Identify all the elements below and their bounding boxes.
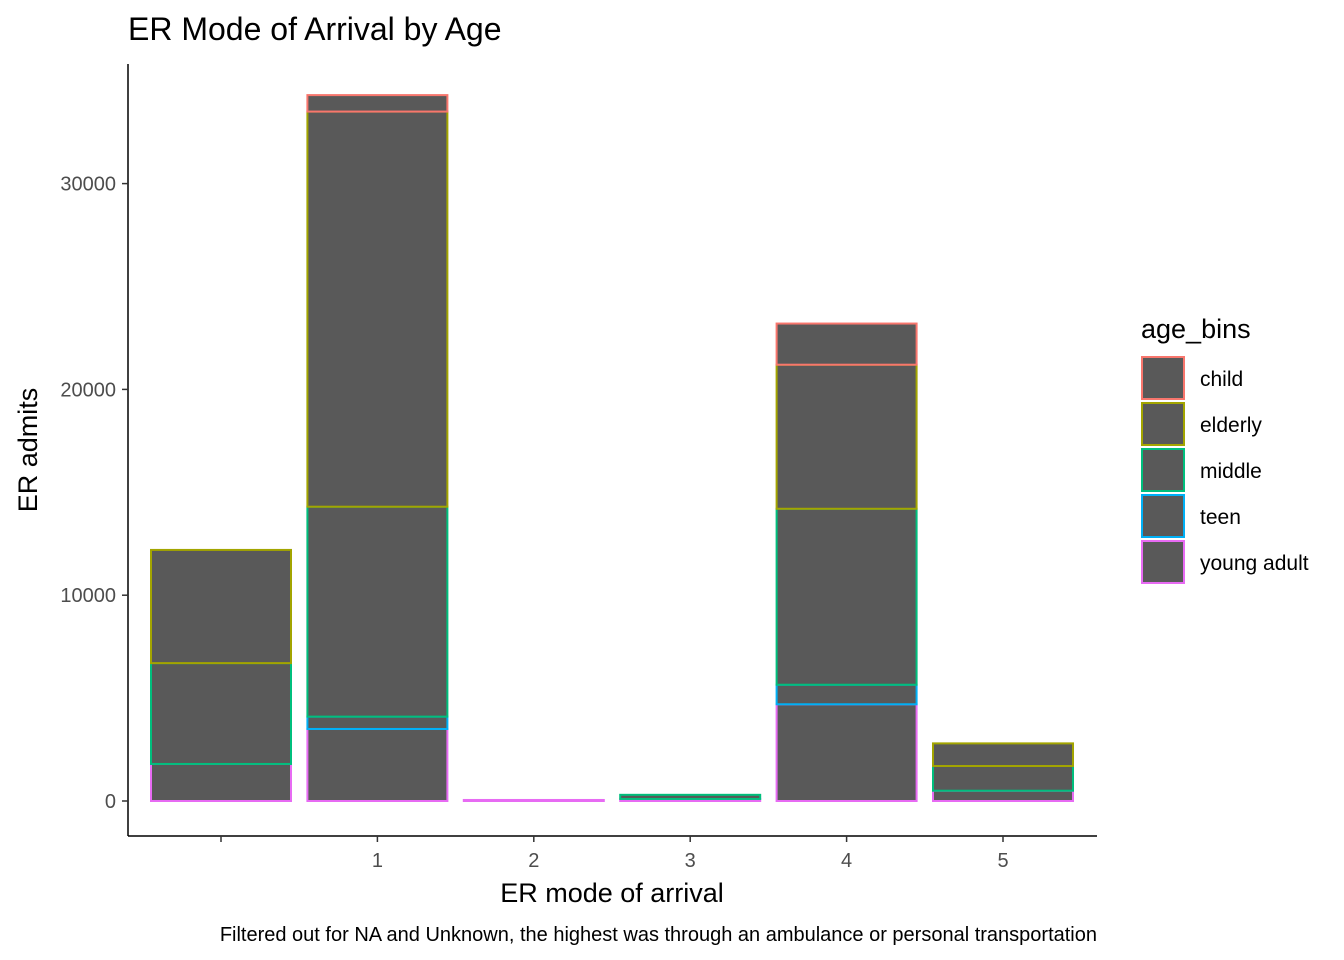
legend-label: teen	[1200, 506, 1241, 529]
bar-segment	[150, 662, 292, 765]
x-tick-label: 2	[528, 850, 539, 872]
bar-segment	[306, 505, 449, 718]
chart-caption: Filtered out for NA and Unknown, the hig…	[220, 924, 1097, 946]
bar-segment	[306, 715, 449, 730]
legend-items: child elderly middle teen young adult	[1141, 356, 1309, 584]
chart-title: ER Mode of Arrival by Age	[128, 11, 502, 47]
legend-label: elderly	[1200, 414, 1262, 437]
x-axis-title: ER mode of arrival	[500, 878, 724, 908]
y-axis-title: ER admits	[13, 388, 43, 513]
legend-label: child	[1200, 368, 1243, 391]
legend: age_bins child elderly middle teen young adu…	[1141, 314, 1309, 584]
x-tick-label: 4	[841, 850, 852, 872]
bar-segment	[932, 742, 1074, 768]
x-tick-label: 1	[372, 850, 383, 872]
bar-segment	[306, 94, 449, 113]
legend-key	[1141, 448, 1185, 492]
legend-label: middle	[1200, 460, 1262, 483]
bar-segment	[462, 798, 605, 803]
legend-label: young adult	[1200, 552, 1309, 575]
bar-segment	[775, 683, 918, 706]
legend-key	[1141, 540, 1185, 584]
y-ticks: 0 10000 20000 30000	[60, 174, 128, 813]
x-tick-label: 3	[685, 850, 696, 872]
legend-title: age_bins	[1141, 314, 1251, 344]
bar-segment	[150, 548, 292, 665]
bar-segment	[150, 762, 292, 802]
x-tick-label: 5	[997, 850, 1008, 872]
bar-segment	[775, 507, 918, 686]
bar-segment	[775, 322, 918, 366]
bar-segment	[775, 703, 918, 802]
bar-segment	[932, 765, 1074, 792]
bar-segment	[306, 727, 449, 802]
bar-segment	[775, 363, 918, 510]
y-tick-label: 30000	[60, 174, 116, 196]
legend-key	[1141, 402, 1185, 446]
y-tick-label: 0	[105, 791, 116, 813]
y-tick-label: 20000	[60, 379, 116, 401]
y-tick-label: 10000	[60, 585, 116, 607]
bar-segment	[932, 789, 1074, 803]
bar-segment	[306, 110, 449, 508]
bar-segment	[619, 793, 762, 800]
bars-layer	[150, 94, 1074, 803]
x-ticks: 1 2 3 4 5	[220, 836, 1009, 872]
legend-key	[1141, 494, 1185, 538]
legend-key	[1141, 356, 1185, 400]
